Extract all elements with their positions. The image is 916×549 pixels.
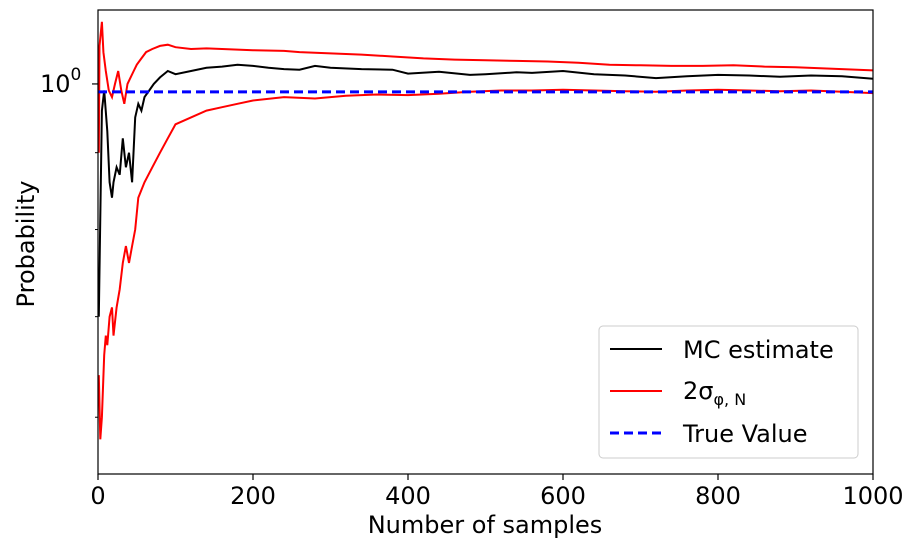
series-line-mc-estimate	[97, 63, 874, 317]
x-tick-label: 1000	[842, 482, 903, 510]
x-tick-label: 0	[90, 482, 105, 510]
legend-label-sigma-sub: φ, N	[713, 390, 746, 409]
y-axis-label: Probability	[12, 181, 40, 308]
legend-label-sigma: 2σφ, N	[683, 377, 746, 409]
x-tick-label: 400	[385, 482, 431, 510]
y-tick-base: 10	[40, 70, 71, 98]
x-tick-label: 200	[230, 482, 276, 510]
legend: MC estimate 2σφ, N True Value	[598, 325, 859, 459]
legend-label-mc: MC estimate	[683, 336, 834, 364]
x-axis-label: Number of samples	[368, 511, 603, 539]
y-axis	[92, 83, 98, 418]
x-tick-label: 800	[695, 482, 741, 510]
legend-label-sigma-base: 2σ	[683, 377, 713, 405]
plot-frame	[97, 9, 874, 475]
x-tick-label: 600	[540, 482, 586, 510]
legend-box	[598, 325, 859, 459]
plot-area	[97, 21, 874, 440]
y-tick-exponent: 0	[71, 65, 82, 85]
series-line-sigma-upper	[97, 21, 874, 153]
y-tick-label-major: 100	[40, 65, 81, 98]
legend-label-true: True Value	[682, 420, 808, 448]
x-axis: 0 200 400 600 800 1000	[90, 474, 904, 510]
